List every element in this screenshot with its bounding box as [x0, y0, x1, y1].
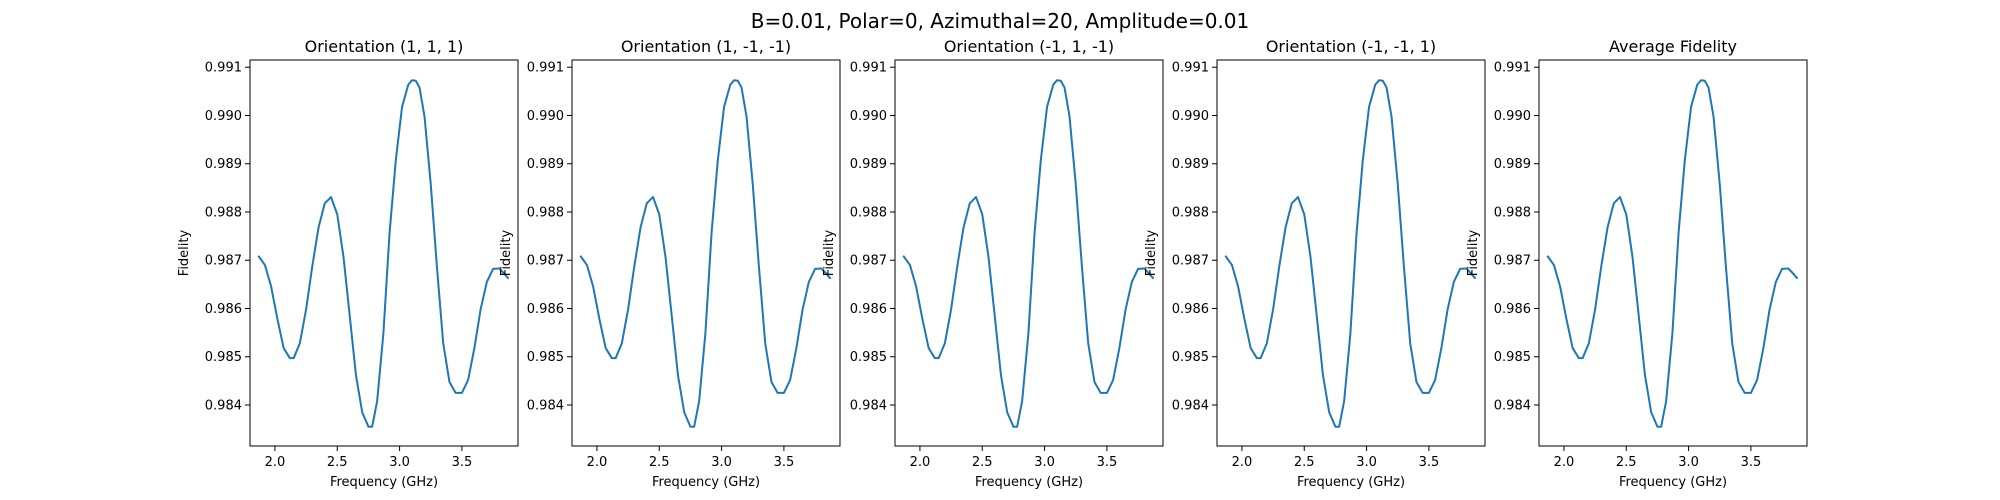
x-tick-label: 2.0	[910, 455, 931, 470]
subplot-panel: Orientation (1, -1, -1) 0.984 0.985 0.986 0.…	[499, 37, 841, 490]
x-tick-label: 2.0	[265, 455, 286, 470]
figure-suptitle: B=0.01, Polar=0, Azimuthal=20, Amplitude…	[751, 9, 1249, 33]
y-tick-label: 0.985	[1494, 350, 1531, 365]
panel-title: Orientation (1, 1, 1)	[305, 37, 464, 56]
y-axis-label: Fidelity	[822, 229, 837, 276]
y-tick-label: 0.989	[1494, 157, 1531, 172]
x-tick-label: 3.5	[1419, 455, 1440, 470]
y-tick-label: 0.990	[527, 109, 564, 124]
x-tick-label: 3.5	[774, 455, 795, 470]
x-tick-label: 3.5	[1097, 455, 1118, 470]
y-tick-label: 0.987	[1172, 254, 1209, 269]
y-tick-label: 0.991	[1172, 61, 1209, 76]
y-tick-label: 0.987	[1494, 254, 1531, 269]
y-tick-label: 0.986	[1494, 302, 1531, 317]
subplot-panel: Orientation (-1, -1, 1) 0.984 0.985 0.986 0.…	[1144, 37, 1486, 490]
y-tick-label: 0.987	[850, 254, 887, 269]
y-tick-label: 0.986	[850, 302, 887, 317]
x-tick-label: 3.0	[1678, 455, 1699, 470]
y-tick-label: 0.990	[850, 109, 887, 124]
subplot-grid: Orientation (1, 1, 1) 0.984 0.985 0.986 0.98…	[177, 37, 1808, 490]
series-line	[1224, 79, 1477, 428]
axes-frame	[1538, 59, 1808, 447]
y-tick-label: 0.985	[850, 350, 887, 365]
y-axis-label: Fidelity	[177, 229, 192, 276]
y-tick-label: 0.984	[527, 398, 564, 413]
x-axis-label: Frequency (GHz)	[1619, 475, 1727, 490]
x-tick-label: 2.5	[1616, 455, 1637, 470]
x-tick-label: 2.5	[972, 455, 993, 470]
y-axis-label: Fidelity	[1144, 229, 1159, 276]
y-tick-label: 0.985	[527, 350, 564, 365]
x-tick-label: 3.5	[452, 455, 473, 470]
subplot-panel: Orientation (-1, 1, -1) 0.984 0.985 0.986 0.…	[822, 37, 1164, 490]
y-tick-label: 0.984	[205, 398, 242, 413]
x-tick-label: 2.0	[1554, 455, 1575, 470]
y-tick-label: 0.991	[1494, 61, 1531, 76]
y-axis-label: Fidelity	[499, 229, 514, 276]
y-tick-label: 0.984	[1172, 398, 1209, 413]
axes-frame	[249, 59, 519, 447]
y-tick-label: 0.989	[205, 157, 242, 172]
y-tick-label: 0.984	[850, 398, 887, 413]
x-tick-label: 2.5	[649, 455, 670, 470]
series-line	[1546, 79, 1799, 428]
y-tick-label: 0.991	[850, 61, 887, 76]
x-tick-label: 2.0	[1232, 455, 1253, 470]
y-axis-label: Fidelity	[1466, 229, 1481, 276]
panel-title: Orientation (-1, 1, -1)	[944, 37, 1114, 56]
x-axis-label: Frequency (GHz)	[330, 475, 438, 490]
y-tick-label: 0.989	[850, 157, 887, 172]
x-tick-label: 3.0	[711, 455, 732, 470]
y-tick-label: 0.989	[1172, 157, 1209, 172]
y-tick-label: 0.986	[527, 302, 564, 317]
y-tick-label: 0.988	[1172, 205, 1209, 220]
y-tick-label: 0.989	[527, 157, 564, 172]
panel-title: Average Fidelity	[1609, 37, 1737, 56]
x-tick-label: 3.0	[389, 455, 410, 470]
subplot-panel: Orientation (1, 1, 1) 0.984 0.985 0.986 0.98…	[177, 37, 519, 490]
y-tick-label: 0.986	[205, 302, 242, 317]
series-line	[902, 79, 1155, 428]
x-axis-label: Frequency (GHz)	[975, 475, 1083, 490]
panel-title: Orientation (-1, -1, 1)	[1266, 37, 1436, 56]
y-tick-label: 0.988	[850, 205, 887, 220]
y-tick-label: 0.985	[205, 350, 242, 365]
x-tick-label: 2.5	[327, 455, 348, 470]
panel-title: Orientation (1, -1, -1)	[621, 37, 791, 56]
axes-frame	[894, 59, 1164, 447]
y-tick-label: 0.987	[205, 254, 242, 269]
y-tick-label: 0.991	[205, 61, 242, 76]
y-tick-label: 0.985	[1172, 350, 1209, 365]
axes-frame	[1216, 59, 1486, 447]
y-tick-label: 0.991	[527, 61, 564, 76]
y-tick-label: 0.990	[1494, 109, 1531, 124]
y-tick-label: 0.988	[205, 205, 242, 220]
x-axis-label: Frequency (GHz)	[652, 475, 760, 490]
x-tick-label: 2.5	[1294, 455, 1315, 470]
y-tick-label: 0.987	[527, 254, 564, 269]
x-axis-label: Frequency (GHz)	[1297, 475, 1405, 490]
x-tick-label: 3.0	[1034, 455, 1055, 470]
y-tick-label: 0.988	[1494, 205, 1531, 220]
x-tick-label: 3.5	[1741, 455, 1762, 470]
y-tick-label: 0.988	[527, 205, 564, 220]
x-tick-label: 2.0	[587, 455, 608, 470]
y-tick-label: 0.990	[205, 109, 242, 124]
axes-frame	[571, 59, 841, 447]
subplot-panel: Average Fidelity 0.984 0.985 0.986 0.987 0.98…	[1466, 37, 1808, 490]
series-line	[257, 79, 510, 428]
y-tick-label: 0.984	[1494, 398, 1531, 413]
y-tick-label: 0.990	[1172, 109, 1209, 124]
y-tick-label: 0.986	[1172, 302, 1209, 317]
x-tick-label: 3.0	[1356, 455, 1377, 470]
series-line	[579, 79, 832, 428]
